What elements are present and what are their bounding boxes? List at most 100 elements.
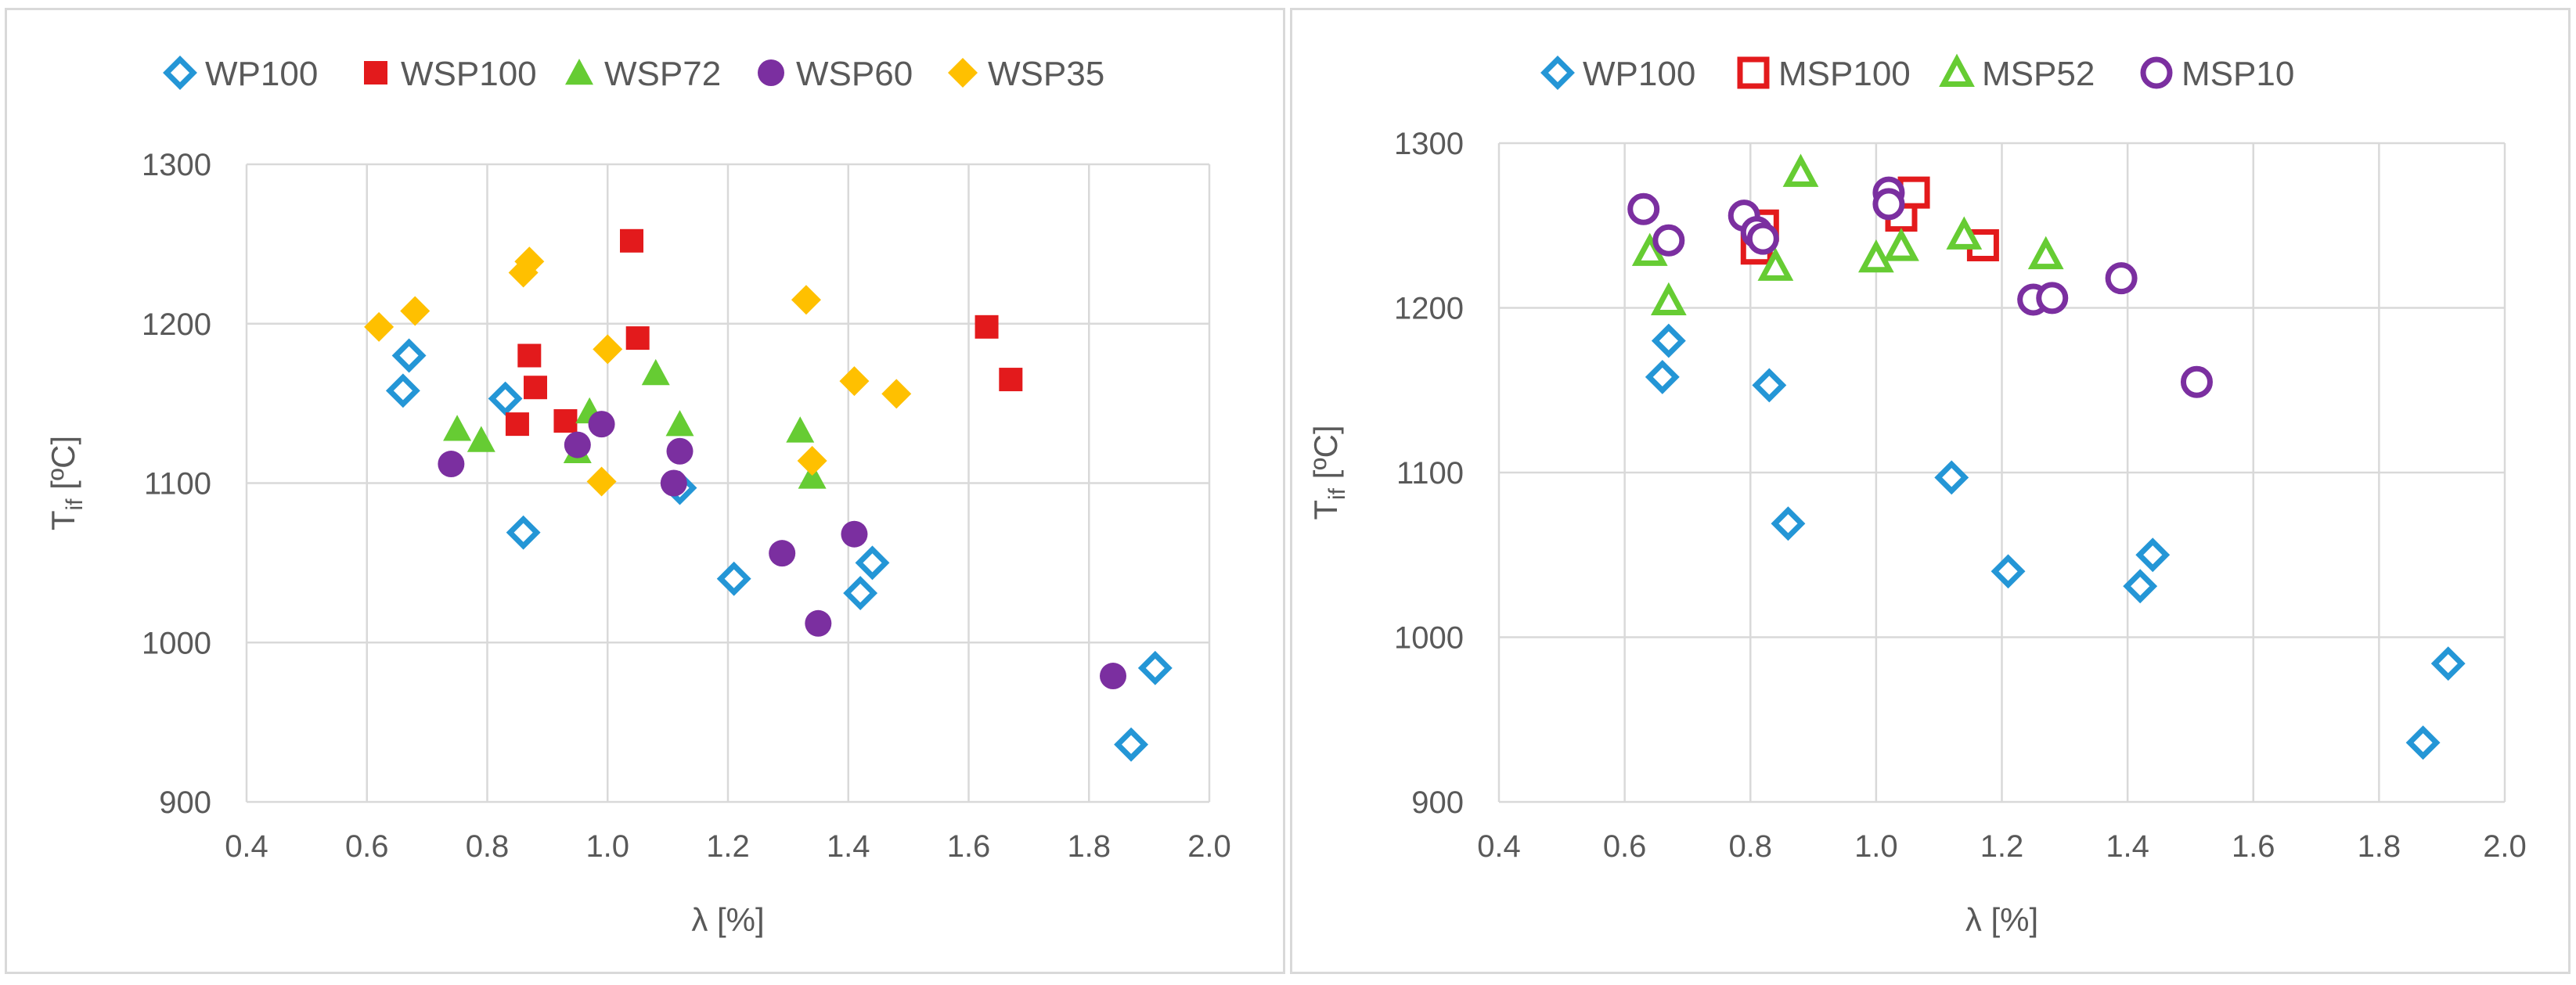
legend-label: MSP100 <box>1778 55 1911 93</box>
legend-marker-wp100 <box>1540 56 1575 90</box>
legend-marker-msp52 <box>1939 53 1975 87</box>
data-point-wp100 <box>488 381 523 416</box>
data-point-msp52 <box>1858 239 1894 273</box>
data-point-wsp100 <box>625 326 650 351</box>
data-point-wp100 <box>1137 650 1173 685</box>
x-tick-label: 2.0 <box>1187 829 1231 864</box>
legend-marker-wsp35 <box>948 58 978 88</box>
data-point-wp100 <box>1934 460 1969 495</box>
legend-marker-wp100 <box>163 56 197 90</box>
x-tick-label: 1.4 <box>2106 829 2149 864</box>
legend-item-wsp60: WSP60 <box>758 55 913 93</box>
legend-marker-wsp100 <box>364 61 387 84</box>
data-point-wp100 <box>1645 359 1680 394</box>
data-point-msp52 <box>1782 153 1819 187</box>
data-point-msp52 <box>1946 216 1983 250</box>
y-tick-label: 1300 <box>142 148 211 182</box>
x-tick-label: 0.4 <box>225 829 268 864</box>
data-point-wp100 <box>1991 554 2026 589</box>
legend-label: MSP10 <box>2181 55 2294 93</box>
x-tick-label: 1.2 <box>706 829 750 864</box>
x-tick-label: 0.6 <box>1603 829 1647 864</box>
y-axis-label-subscript: if <box>62 498 88 511</box>
legend-label: WP100 <box>205 55 318 93</box>
series-wp100 <box>385 338 1173 762</box>
data-point-wsp35 <box>593 334 623 365</box>
data-point-wsp60 <box>666 437 694 465</box>
y-tick-label: 900 <box>1411 785 1464 820</box>
x-axis-label: λ [%] <box>1965 901 2038 938</box>
legend-label: WSP35 <box>988 55 1104 93</box>
y-tick-label: 1000 <box>142 626 211 660</box>
legend-item-wsp100: WSP100 <box>364 55 537 93</box>
y-tick-label: 1000 <box>1394 621 1464 656</box>
data-point-wp100 <box>1771 506 1806 541</box>
chart-left: 0.4 0.6 0.8 1.0 1.2 1.4 1.6 1.8 2.0 900 1000 1100 12… <box>45 55 1231 938</box>
legend-item-wp100: WP100 <box>163 55 318 93</box>
data-point-wsp60 <box>564 431 591 458</box>
x-tick-label: 0.8 <box>1728 829 1772 864</box>
data-point-wp100 <box>391 338 427 373</box>
data-point-wsp100 <box>975 315 999 339</box>
data-point-wsp35 <box>881 379 912 409</box>
y-tick-label: 1200 <box>1394 292 1464 326</box>
data-point-wsp100 <box>517 343 542 368</box>
x-tick-label: 1.2 <box>1980 829 2024 864</box>
legend-item-wp100: WP100 <box>1540 55 1695 93</box>
legend-label: WSP72 <box>604 55 721 93</box>
data-point-msp10 <box>1652 224 1685 257</box>
x-tick-label: 1.0 <box>1854 829 1898 864</box>
chart-panel-right <box>1290 8 2571 974</box>
series-msp10 <box>1627 176 2213 398</box>
legend-label: MSP52 <box>1982 55 2095 93</box>
data-point-wsp72 <box>798 462 827 489</box>
data-point-wsp35 <box>364 311 395 342</box>
legend-marker-wsp72 <box>565 59 593 85</box>
legend-item-msp10: MSP10 <box>2140 55 2294 93</box>
data-point-wp100 <box>843 576 878 611</box>
y-axis-label: Tif [ºC] <box>1307 425 1350 519</box>
data-point-wsp72 <box>786 416 815 443</box>
data-point-wsp60 <box>660 469 687 497</box>
data-point-wp100 <box>506 515 541 550</box>
series-wsp60 <box>438 411 1126 690</box>
data-point-wp100 <box>2123 569 2158 604</box>
data-point-wp100 <box>2405 725 2441 760</box>
data-point-msp10 <box>1746 222 1779 255</box>
legend-item-wsp72: WSP72 <box>565 55 721 93</box>
data-point-wsp60 <box>1100 663 1126 690</box>
data-point-wsp35 <box>514 246 545 277</box>
data-point-wsp72 <box>467 426 495 452</box>
data-point-msp52 <box>1883 228 1919 261</box>
legend-item-wsp35: WSP35 <box>948 55 1104 93</box>
legend-label: WP100 <box>1583 55 1695 93</box>
data-point-msp52 <box>1631 232 1668 266</box>
data-point-msp10 <box>2036 282 2069 315</box>
legend-marker-wsp60 <box>758 59 784 86</box>
series-wp100 <box>1645 323 2466 760</box>
series-msp52 <box>1631 153 2064 316</box>
data-point-wsp100 <box>553 409 578 433</box>
data-point-msp52 <box>1757 247 1794 281</box>
data-point-msp10 <box>2105 262 2138 295</box>
legend-marker-msp10 <box>2140 56 2173 89</box>
y-axis-label-subscript: if <box>1324 487 1350 500</box>
y-tick-label: 1300 <box>1394 127 1464 161</box>
x-tick-label: 1.6 <box>947 829 991 864</box>
data-point-wsp72 <box>641 358 670 386</box>
data-point-wp100 <box>1651 323 1686 358</box>
y-axis-label-main: T <box>1307 500 1344 520</box>
data-point-msp10 <box>1627 192 1660 225</box>
data-point-wp100 <box>1114 727 1149 762</box>
legend-item-msp52: MSP52 <box>1939 53 2095 93</box>
legend-item-msp100: MSP100 <box>1737 55 1911 93</box>
series-wsp72 <box>443 358 827 489</box>
series-msp100 <box>1740 176 1999 265</box>
x-tick-label: 1.8 <box>2358 829 2401 864</box>
x-tick-label: 1.8 <box>1067 829 1111 864</box>
data-point-wsp72 <box>443 415 472 441</box>
x-tick-label: 1.6 <box>2232 829 2275 864</box>
x-tick-label: 1.4 <box>827 829 870 864</box>
data-point-wp100 <box>2430 646 2466 681</box>
